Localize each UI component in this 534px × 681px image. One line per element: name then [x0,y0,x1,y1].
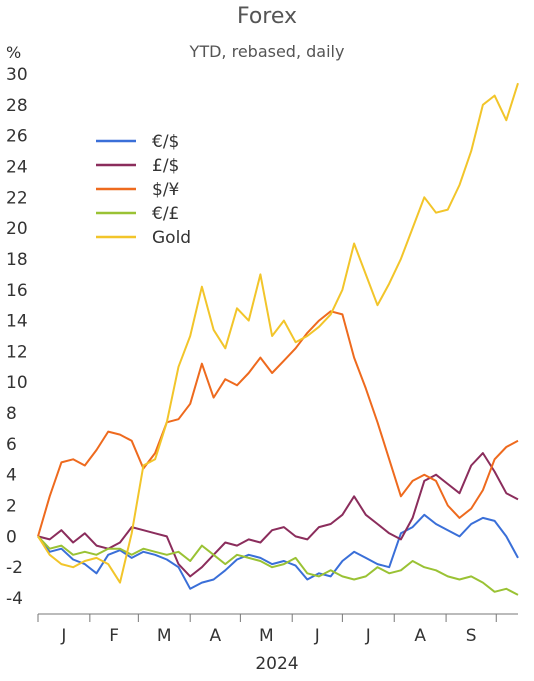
y-tick-label: 22 [6,188,28,208]
series-layer [37,82,519,596]
x-tick-label: M [259,626,274,646]
y-tick-label: 0 [6,527,17,547]
y-tick-label: 20 [6,219,28,239]
y-tick-label: 30 [6,65,28,85]
x-tick-label: M [157,626,172,646]
legend: €/$ £/$ $/¥ €/£ Gold [96,132,191,248]
x-axis-year-label: 2024 [255,654,298,674]
y-tick-label: 14 [6,312,28,332]
legend-label: Gold [152,228,191,248]
x-tick-label: A [209,626,221,646]
y-tick-label: 18 [6,250,28,270]
chart-subtitle: YTD, rebased, daily [189,42,345,61]
series-line [37,535,519,596]
y-tick-label: 6 [6,435,17,455]
y-tick-label: 10 [6,373,28,393]
y-axis-unit-label: % [6,43,22,62]
y-tick-label: 4 [6,466,17,486]
x-tick-label: S [466,626,477,646]
series-line [37,452,519,578]
y-tick-label: 12 [6,342,28,362]
y-tick-label: 2 [6,497,17,517]
y-tick-label: 8 [6,404,17,424]
y-tick-label: -4 [6,589,23,609]
x-tick-label: J [60,626,66,646]
series-line [37,310,519,537]
legend-label: €/$ [152,132,179,152]
series-line [37,82,519,584]
y-tick-label: 26 [6,127,28,147]
x-tick-label: J [365,626,371,646]
y-tick-label: 24 [6,157,28,177]
y-tick-label: 28 [6,96,28,116]
legend-label: $/¥ [152,180,180,200]
x-tick-label: A [414,626,426,646]
x-tick-label: F [109,626,119,646]
y-tick-label: -2 [6,558,23,578]
y-tick-label: 16 [6,281,28,301]
x-tick-label: J [314,626,320,646]
legend-label: £/$ [152,156,179,176]
legend-label: €/£ [152,204,179,224]
series-line [37,513,519,590]
chart-title: Forex [236,4,298,29]
